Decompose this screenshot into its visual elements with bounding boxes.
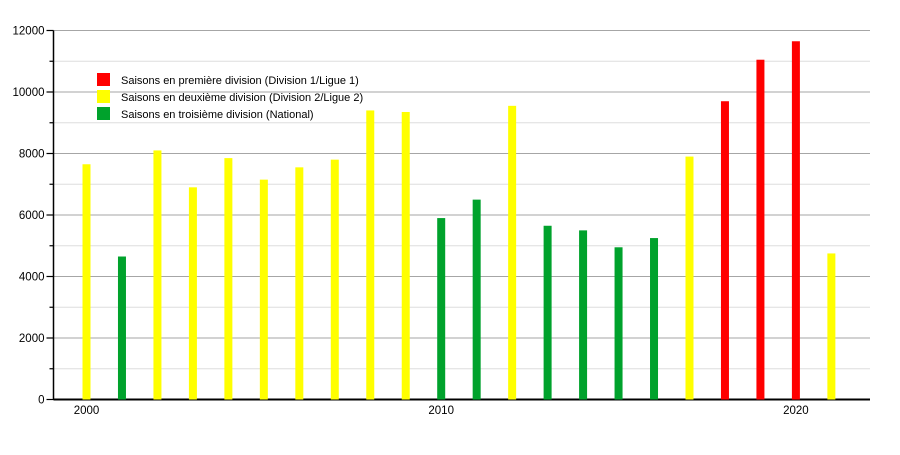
y-tick-label-12000: 12000 — [13, 26, 45, 38]
bar-2017 — [685, 156, 694, 400]
legend-label-division2: Saisons en deuxième division (Division 2… — [121, 92, 363, 104]
x-tick-label-2010: 2010 — [428, 405, 454, 417]
x-tick-label-2000: 2000 — [74, 405, 100, 417]
bar-2015 — [614, 247, 623, 400]
bar-2008 — [366, 110, 375, 400]
bar-2013 — [543, 225, 552, 400]
y-tick-label-8000: 8000 — [19, 149, 45, 161]
legend-swatch-division1 — [97, 73, 110, 86]
bar-2007 — [330, 159, 339, 400]
bar-2005 — [259, 179, 268, 400]
legend: Saisons en première division (Division 1… — [97, 73, 363, 121]
bar-2006 — [295, 167, 304, 400]
bar-2020 — [791, 41, 800, 400]
bar-2021 — [827, 253, 836, 400]
bar-2000 — [82, 164, 91, 400]
bar-2014 — [579, 230, 588, 400]
legend-swatch-division3 — [97, 107, 110, 120]
x-tick-label-2020: 2020 — [783, 405, 809, 417]
bar-2010 — [437, 218, 446, 400]
y-tick-label-0: 0 — [38, 395, 44, 407]
bar-2018 — [720, 101, 729, 400]
bar-2002 — [153, 150, 162, 400]
legend-item-division1: Saisons en première division (Division 1… — [97, 73, 359, 87]
bar-2016 — [650, 238, 659, 400]
legend-swatch-division2 — [97, 90, 110, 103]
legend-item-division2: Saisons en deuxième division (Division 2… — [97, 90, 363, 104]
y-tick-label-4000: 4000 — [19, 272, 45, 284]
legend-label-division1: Saisons en première division (Division 1… — [121, 75, 359, 87]
y-tick-label-6000: 6000 — [19, 210, 45, 222]
bar-2011 — [472, 199, 481, 400]
legend-label-division3: Saisons en troisième division (National) — [121, 109, 314, 121]
bar-2009 — [401, 111, 410, 400]
y-tick-label-2000: 2000 — [19, 333, 45, 345]
bar-2004 — [224, 158, 233, 400]
bar-2019 — [756, 59, 765, 400]
y-tick-label-10000: 10000 — [13, 87, 45, 99]
bar-2012 — [508, 105, 517, 400]
bar-2001 — [117, 256, 126, 400]
legend-item-division3: Saisons en troisième division (National) — [97, 107, 314, 121]
bar-2003 — [188, 187, 197, 400]
